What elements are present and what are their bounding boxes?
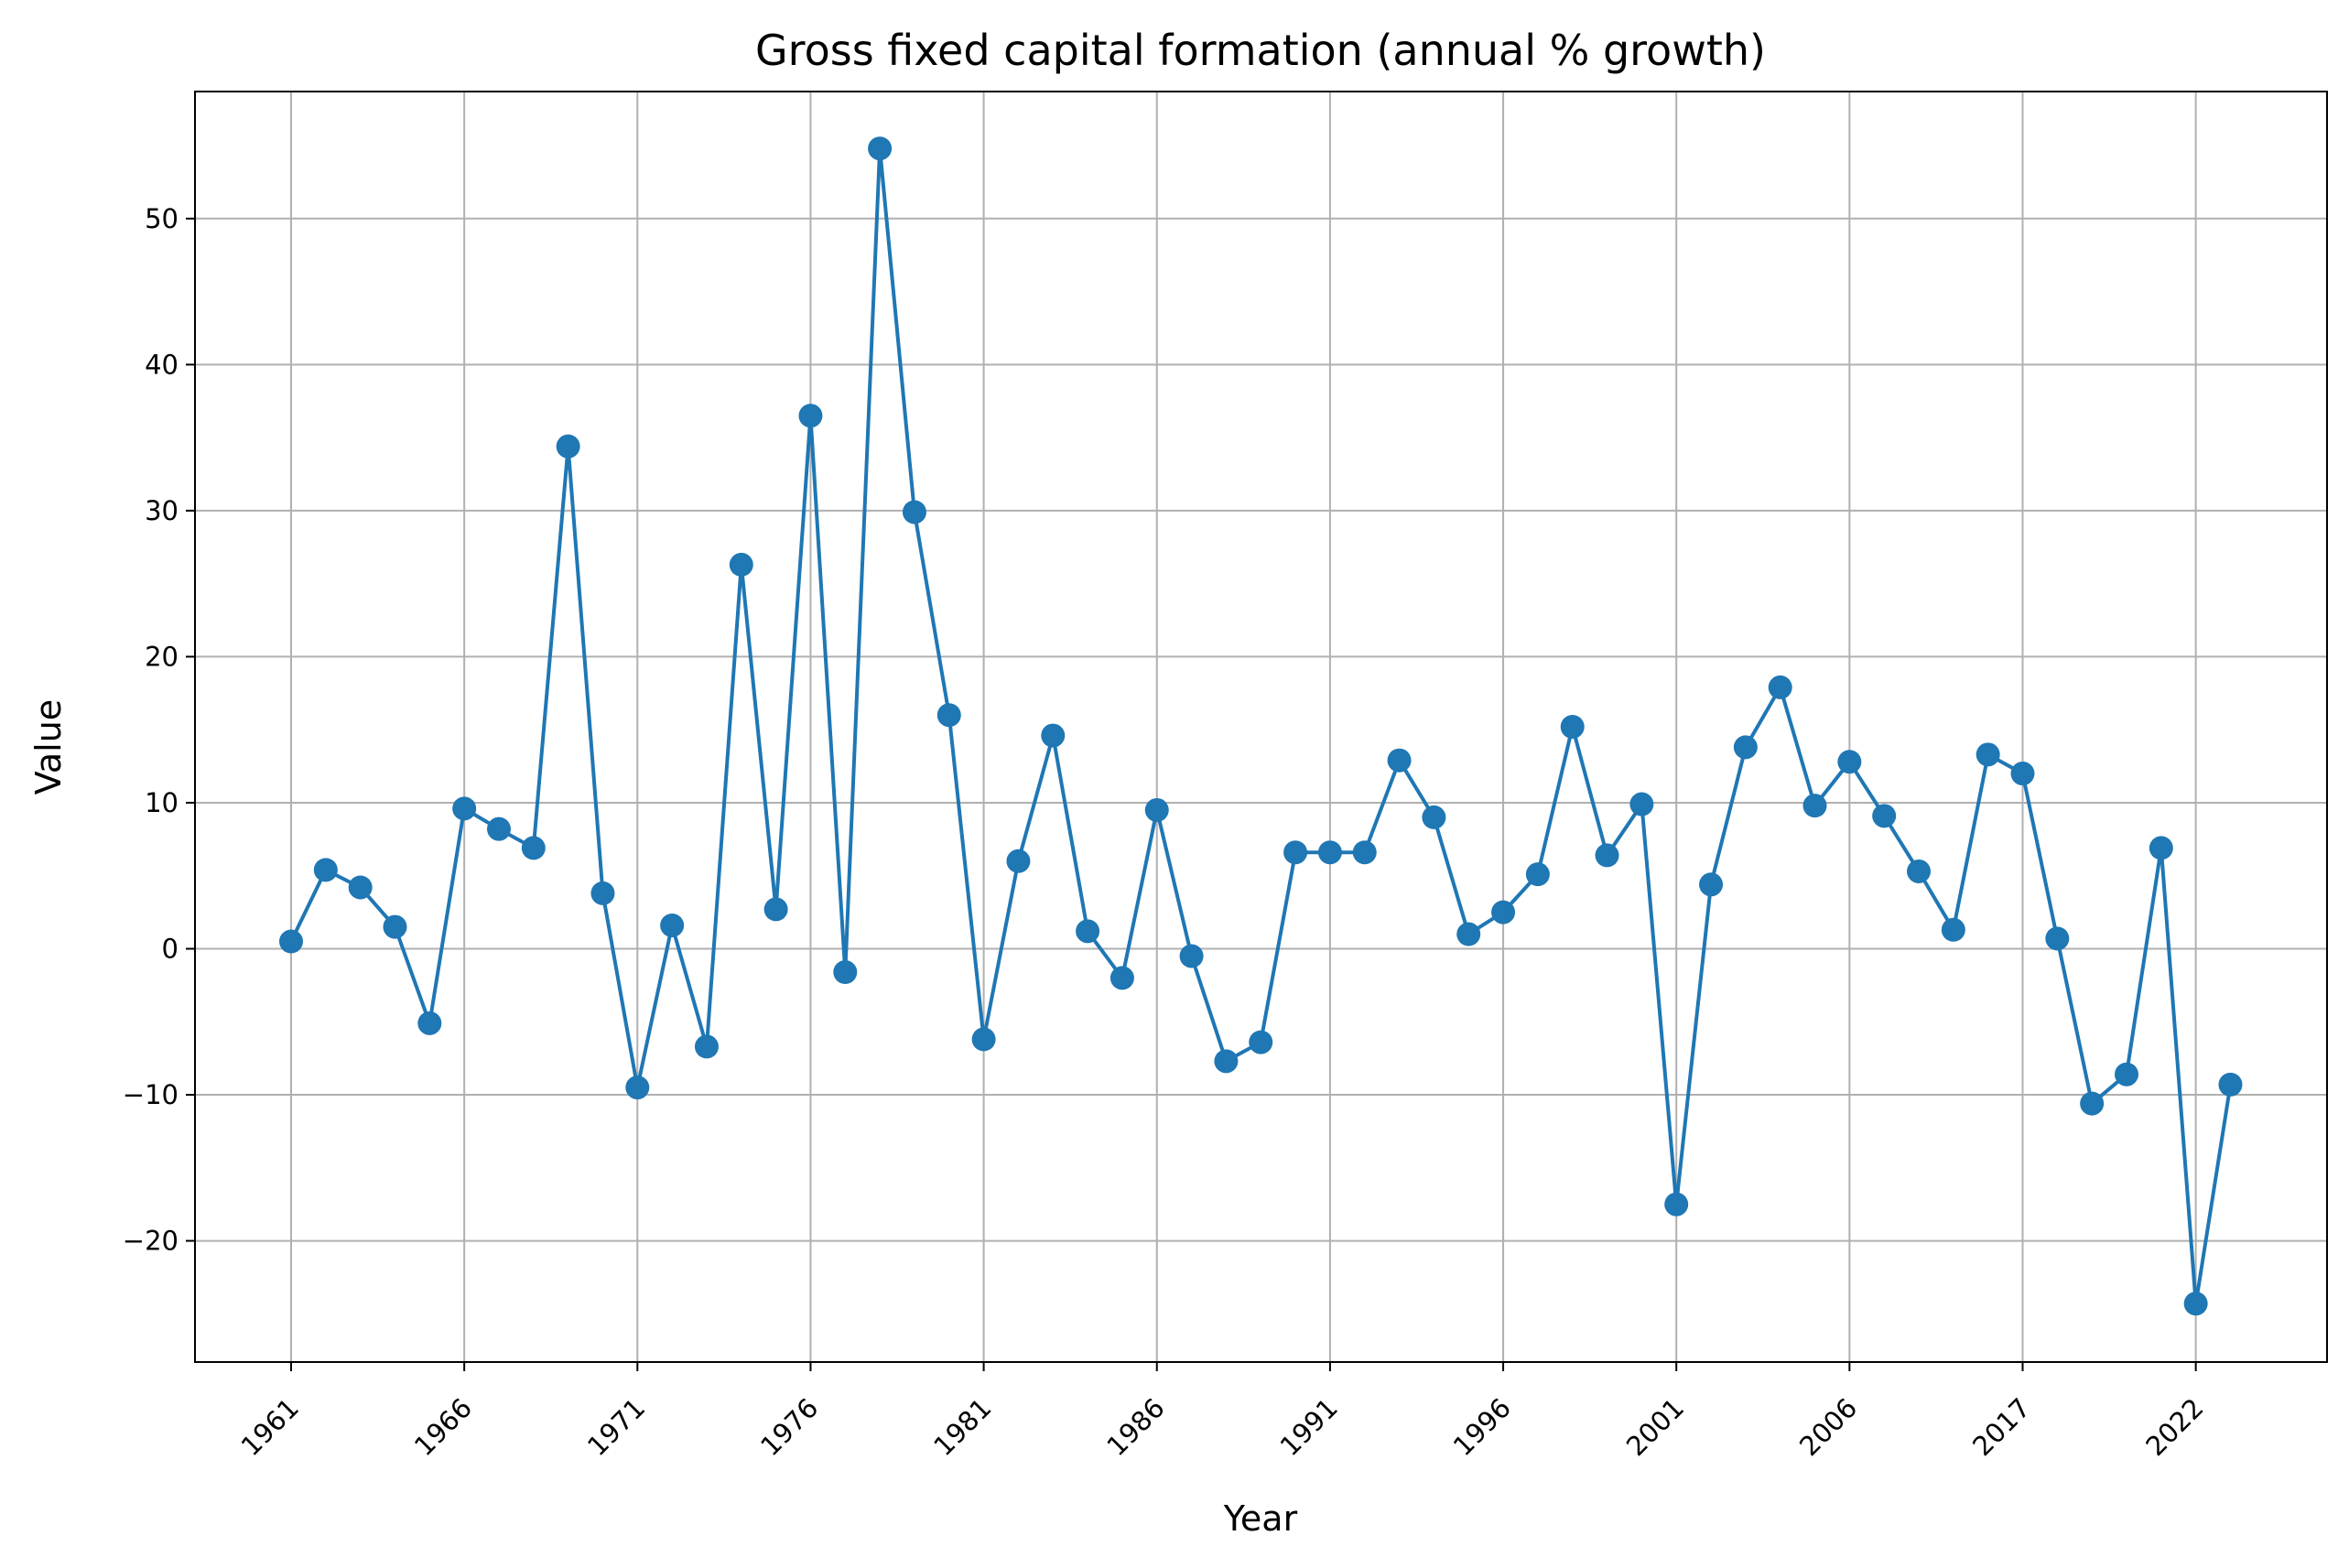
- data-point: [798, 404, 823, 428]
- data-point: [1802, 794, 1827, 818]
- data-point: [1317, 840, 1342, 865]
- data-point: [2149, 836, 2173, 860]
- data-point: [1387, 748, 1412, 773]
- data-point: [1872, 804, 1897, 828]
- data-point: [1595, 843, 1619, 868]
- data-point: [1179, 944, 1204, 968]
- data-point: [486, 816, 511, 841]
- y-axis-ticks: −20 −10 0 10 20 30 40 50: [123, 203, 195, 1257]
- data-point: [694, 1034, 719, 1059]
- data-point: [2010, 762, 2035, 786]
- data-point: [868, 136, 893, 161]
- y-tick-label: −20: [123, 1226, 179, 1257]
- data-point: [625, 1076, 650, 1100]
- chart-title: Gross fixed capital formation (annual % …: [755, 26, 1766, 75]
- data-point: [521, 836, 546, 860]
- data-point: [1525, 862, 1550, 887]
- data-point: [763, 897, 788, 922]
- data-point: [1422, 805, 1446, 829]
- data-point: [1456, 922, 1481, 946]
- data-point: [452, 796, 477, 821]
- plot-frame: [194, 91, 2328, 1363]
- data-point: [2183, 1292, 2208, 1316]
- data-point: [833, 960, 858, 985]
- data-point: [1837, 750, 1862, 774]
- data-point: [660, 913, 685, 937]
- y-tick-label: 10: [145, 787, 179, 818]
- y-tick-label: 0: [162, 934, 179, 965]
- data-point: [313, 858, 338, 882]
- data-point: [1733, 735, 1758, 760]
- data-point: [556, 434, 580, 459]
- data-points-group: [279, 136, 2243, 1316]
- data-point: [2114, 1062, 2138, 1087]
- data-point: [1768, 675, 1792, 699]
- data-point: [1629, 792, 1654, 816]
- data-point: [1283, 840, 1308, 865]
- data-point: [348, 875, 373, 900]
- data-point: [1664, 1192, 1689, 1217]
- data-point: [1491, 900, 1516, 925]
- data-point: [1352, 840, 1377, 865]
- data-point: [383, 914, 407, 939]
- data-point: [2218, 1072, 2243, 1097]
- data-point: [1941, 917, 1965, 942]
- grid: [195, 92, 2327, 1362]
- y-tick-label: 40: [145, 349, 179, 380]
- data-point: [590, 881, 615, 905]
- data-point: [279, 929, 303, 954]
- data-point: [1144, 797, 1169, 822]
- y-tick-label: 20: [145, 641, 179, 672]
- data-point: [2080, 1091, 2105, 1116]
- data-point: [1214, 1049, 1239, 1074]
- y-axis-title: Value: [28, 699, 69, 795]
- data-point: [1110, 966, 1134, 990]
- data-point: [417, 1011, 442, 1035]
- data-point: [1907, 859, 1932, 883]
- y-tick-label: 50: [145, 203, 179, 234]
- data-point: [729, 552, 753, 577]
- data-point: [1076, 919, 1100, 944]
- data-point: [1560, 715, 1585, 739]
- y-tick-label: −10: [123, 1079, 179, 1110]
- y-tick-label: 30: [145, 495, 179, 526]
- data-point: [902, 500, 926, 524]
- data-point: [1006, 849, 1031, 873]
- data-point: [936, 703, 961, 728]
- x-axis-title: Year: [1223, 1498, 1298, 1539]
- data-point: [1249, 1030, 1273, 1054]
- data-point: [1699, 872, 1724, 897]
- data-point: [2045, 926, 2070, 951]
- data-point: [971, 1027, 996, 1052]
- data-point: [1976, 742, 2000, 767]
- data-point: [1041, 723, 1066, 748]
